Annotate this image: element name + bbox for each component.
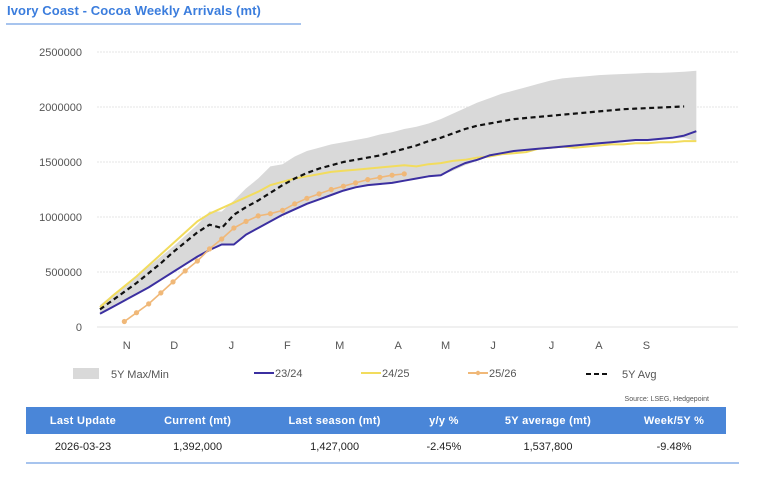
cell-last-season: 1,427,000 [310,440,360,453]
series-point-2526 [170,279,176,285]
legend-label-2526: 25/26 [489,368,517,380]
x-tick-label: M [335,340,344,352]
legend-swatch-2526-marker [475,370,481,376]
header-week-5y-pct: Week/5Y % [622,407,726,434]
x-tick-label: N [123,340,131,352]
series-point-2526 [340,183,346,189]
x-tick-label: J [490,340,496,352]
series-point-2526 [401,171,407,177]
series-layer [99,105,697,325]
series-line-2425 [99,140,697,308]
y-tick-label: 1500000 [39,157,82,169]
header-last-season: Last season (mt) [255,407,414,434]
series-point-2526 [255,213,261,219]
series-point-2526 [365,177,371,183]
series-point-2526 [304,195,310,201]
legend-label-2425: 24/25 [382,368,410,380]
y-tick-label: 0 [76,322,82,334]
legend: 5Y Max/Min 23/24 24/25 25/26 5Y Avg [73,368,656,381]
y-tick-label: 2000000 [39,102,82,114]
source-note: Source: LSEG, Hedgepoint [624,396,709,403]
series-point-2526 [292,201,298,207]
y-tick-label: 1000000 [39,212,82,224]
legend-label-2324: 23/24 [275,368,303,380]
series-point-2526 [194,258,200,264]
x-tick-label: M [441,340,450,352]
series-point-2526 [279,207,286,213]
x-tick-label: S [643,340,650,352]
band-layer [100,70,697,314]
header-5y-average: 5Y average (mt) [473,407,623,434]
title-underline [6,23,301,25]
chart: 0 500000 1000000 1500000 2000000 2500000 N D J F… [39,47,738,381]
cell-current: 1,392,000 [173,440,223,453]
table-row: 2026-03-23 1,392,000 1,427,000 -2.45% 1,… [26,434,726,459]
series-point-2526 [133,310,140,316]
series-point-2526 [267,211,273,217]
series-point-2526 [158,290,164,296]
table-bottom-rule [26,462,739,464]
summary-table: Last Update Current (mt) Last season (mt… [26,407,726,459]
legend-swatch-band [73,368,99,379]
series-point-2526 [389,172,395,178]
legend-label-band: 5Y Max/Min [111,369,169,381]
series-point-2526 [316,191,322,197]
x-tick-label: J [229,340,235,352]
series-point-2526 [352,180,359,186]
cell-last-update: 2026-03-23 [54,440,112,453]
series-point-2526 [146,301,152,307]
series-point-2526 [219,236,225,242]
series-point-2526 [243,218,249,224]
series-line-5y-avg [99,105,685,311]
series-point-2526 [377,174,383,180]
band-5y-max-min [100,70,697,314]
series-point-2526 [121,318,127,325]
x-tick-label: A [595,340,603,352]
x-tick-label: F [284,340,291,352]
series-point-2526 [206,246,213,252]
header-yy-pct: y/y % [413,407,474,434]
chart-title: Ivory Coast - Cocoa Weekly Arrivals (mt) [7,3,261,18]
cell-yy-pct: -2.45% [426,440,462,453]
y-tick-label: 2500000 [39,47,82,59]
series-line-2324 [99,130,697,315]
series-point-2526 [231,225,237,231]
x-tick-label: A [394,340,402,352]
series-point-2526 [328,186,334,193]
cell-week-5y-pct: -9.48% [656,440,692,453]
header-current: Current (mt) [139,407,256,434]
x-tick-label: D [170,340,178,352]
header-last-update: Last Update [26,407,140,434]
y-tick-label: 500000 [45,267,82,279]
cell-5y-average: 1,537,800 [523,440,573,453]
legend-label-avg: 5Y Avg [622,369,656,381]
series-point-2526 [182,268,188,274]
x-tick-label: J [549,340,555,352]
table-header-row: Last Update Current (mt) Last season (mt… [26,407,726,434]
y-axis-ticks: 0 500000 1000000 1500000 2000000 2500000 [39,47,82,334]
